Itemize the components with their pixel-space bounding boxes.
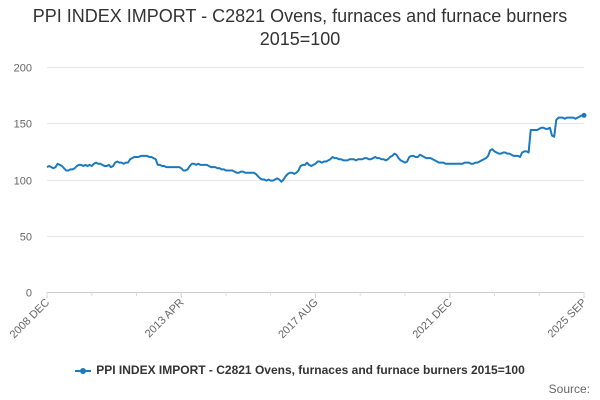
y-tick-label: 150 <box>14 119 32 131</box>
x-tick-label: 2017 AUG <box>276 297 320 341</box>
x-tick-label: 2025 SEP <box>546 297 590 341</box>
y-tick-label: 0 <box>26 288 32 300</box>
grid-lines <box>47 67 584 293</box>
series-layer <box>46 112 587 183</box>
x-axis: 2008 DEC 2013 APR 2017 AUG 2021 DEC 2025 SEP <box>8 292 589 341</box>
x-tick-label: 2013 APR <box>143 297 187 341</box>
chart-title: PPI INDEX IMPORT - C2821 Ovens, furnaces… <box>32 6 568 49</box>
y-tick-label: 200 <box>14 63 32 75</box>
x-tick-label: 2021 DEC <box>410 297 454 341</box>
series-end-point[interactable] <box>581 112 587 118</box>
legend[interactable]: PPI INDEX IMPORT - C2821 Ovens, furnaces… <box>0 363 600 377</box>
y-tick-label: 50 <box>20 232 32 244</box>
legend-series-marker-icon <box>75 366 92 376</box>
legend-series-label: PPI INDEX IMPORT - C2821 Ovens, furnaces… <box>96 363 525 377</box>
y-tick-label: 100 <box>14 176 32 188</box>
x-tick-label: 2008 DEC <box>8 297 52 341</box>
y-axis: 0 50 100 150 200 <box>14 63 32 300</box>
source-label: Source: <box>548 382 590 396</box>
series-line-0[interactable] <box>46 114 584 183</box>
